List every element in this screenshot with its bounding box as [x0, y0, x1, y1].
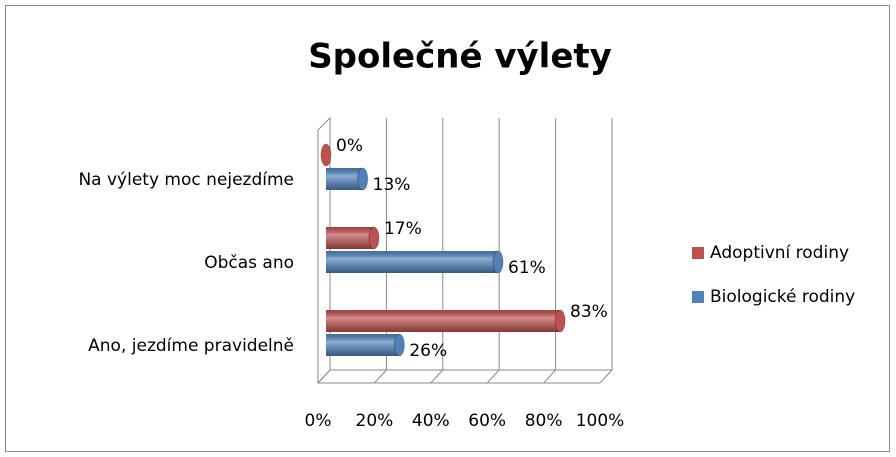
legend-swatch — [692, 247, 704, 259]
x-tick-label: 0% — [305, 411, 332, 431]
bar-shine — [326, 251, 499, 273]
bar-shine — [326, 227, 374, 249]
x-tick-label: 100% — [576, 411, 625, 431]
value-label: 83% — [570, 302, 608, 322]
bar-cap — [320, 143, 332, 167]
floor-line — [430, 369, 444, 384]
x-tick-label: 80% — [525, 411, 563, 431]
y-tick-label: Občas ano — [204, 253, 294, 273]
bar-shine — [326, 168, 363, 190]
floor-line — [543, 369, 556, 384]
floor-line — [374, 369, 387, 384]
chart-border — [5, 5, 890, 452]
value-label: 0% — [336, 136, 363, 156]
floor-line — [486, 369, 500, 384]
value-label: 13% — [373, 175, 411, 195]
bar-shine — [326, 334, 400, 356]
x-tick-label: 60% — [468, 411, 506, 431]
bar-cap — [357, 167, 369, 191]
bar-cap — [368, 226, 380, 250]
x-tick-label: 20% — [356, 411, 394, 431]
legend-label: Biologické rodiny — [710, 287, 855, 307]
legend-label: Adoptivní rodiny — [710, 243, 849, 263]
bar-cap — [492, 250, 504, 274]
floor-line — [599, 369, 613, 384]
y-tick-label: Na výlety moc nejezdíme — [78, 170, 294, 190]
value-label: 26% — [409, 341, 447, 361]
chart-title: Společné výlety — [308, 37, 612, 77]
bar-shine — [326, 310, 561, 332]
bar-cap — [554, 309, 566, 333]
y-tick-label: Ano, jezdíme pravidelně — [88, 336, 294, 356]
legend-swatch — [692, 291, 704, 303]
value-label: 61% — [508, 258, 546, 278]
value-label: 17% — [384, 219, 422, 239]
x-tick-label: 40% — [412, 411, 450, 431]
bar-cap — [393, 333, 405, 357]
floor-line — [317, 369, 331, 384]
